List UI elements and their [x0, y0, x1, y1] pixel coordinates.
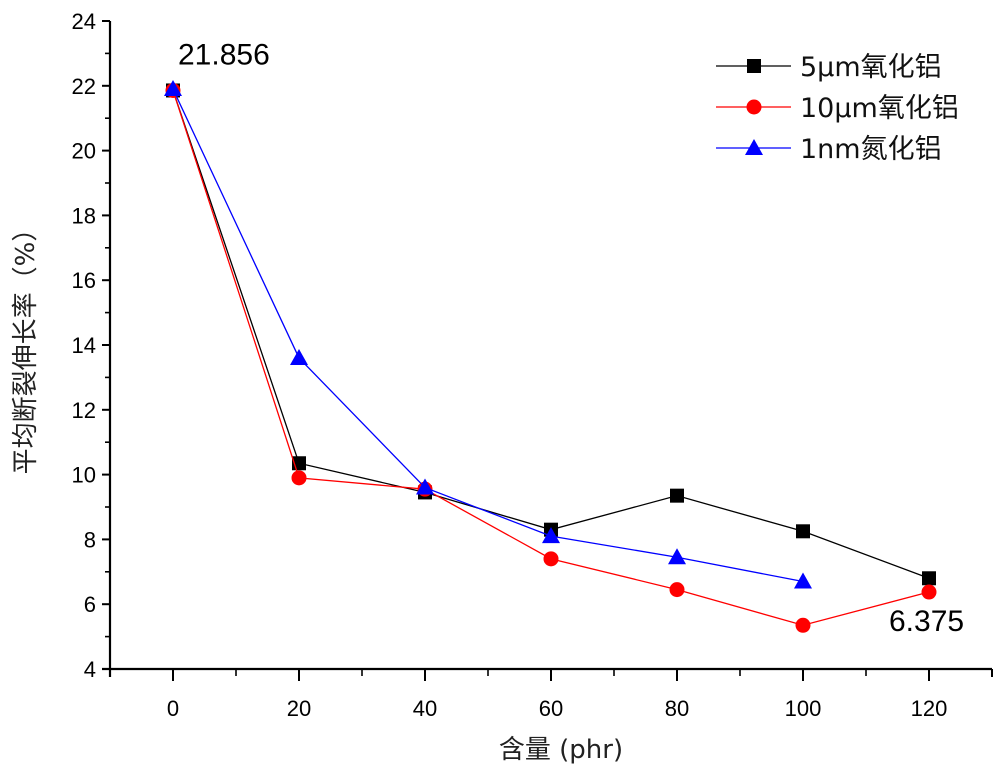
series-line [172, 88, 804, 583]
legend-item: 10μm氧化铝 [716, 93, 959, 124]
data-point [669, 582, 685, 598]
x-tick-label: 120 [911, 696, 948, 721]
y-tick-label: 4 [84, 657, 96, 682]
annotations: 21.856 6.375 [178, 38, 964, 638]
data-point [291, 470, 307, 486]
y-tick-label: 18 [72, 203, 96, 228]
annotation-label: 21.856 [178, 38, 270, 71]
legend-marker-triangle [745, 139, 763, 155]
data-point [416, 478, 434, 495]
y-tick-label: 12 [72, 398, 96, 423]
legend-item: 1nm氮化铝 [716, 134, 942, 165]
y-tick-label: 8 [84, 527, 96, 552]
series-line [172, 90, 930, 626]
y-axis-title: 平均断裂伸长率（%） [11, 216, 41, 475]
axes: 4 6 8 10 12 14 16 18 20 22 24 0 20 40 60 80 100 120 [72, 9, 993, 721]
series-layer [164, 80, 937, 633]
data-point [164, 80, 182, 97]
data-point [668, 548, 686, 565]
annotation-label: 6.375 [889, 605, 964, 638]
data-point [922, 571, 936, 586]
legend-label: 1nm氮化铝 [800, 134, 942, 165]
y-tick-label: 20 [72, 139, 96, 164]
legend-label: 5μm氧化铝 [800, 52, 942, 83]
data-point [670, 488, 684, 503]
data-point [542, 527, 560, 544]
series-triangle [164, 80, 812, 589]
data-point [796, 524, 810, 539]
legend-marker-circle [746, 99, 762, 115]
series-circle [165, 82, 937, 633]
y-tick-label: 24 [72, 9, 96, 34]
data-point [290, 348, 308, 365]
x-tick-label: 40 [413, 696, 437, 721]
y-tick-label: 6 [84, 592, 96, 617]
data-point [921, 584, 937, 600]
data-point [543, 551, 559, 567]
y-tick-label: 22 [72, 74, 96, 99]
x-tick-label: 100 [785, 696, 822, 721]
legend: 5μm氧化铝 10μm氧化铝 1nm氮化铝 [716, 52, 959, 165]
y-tick-label: 16 [72, 268, 96, 293]
data-point [794, 572, 812, 589]
x-tick-label: 80 [665, 696, 689, 721]
legend-item: 5μm氧化铝 [716, 52, 942, 83]
x-tick-label: 0 [167, 696, 179, 721]
x-axis-title: 含量 (phr) [499, 735, 623, 765]
x-tick-label: 60 [539, 696, 563, 721]
data-point [795, 617, 811, 633]
y-tick-label: 14 [72, 333, 96, 358]
x-tick-label: 20 [287, 696, 311, 721]
legend-label: 10μm氧化铝 [800, 93, 959, 124]
y-tick-label: 10 [72, 463, 96, 488]
legend-marker-square [747, 59, 761, 73]
